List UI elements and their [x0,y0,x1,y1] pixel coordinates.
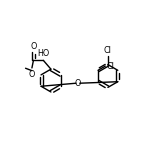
Text: O: O [75,79,81,88]
Text: O: O [29,70,35,79]
Text: HO: HO [38,49,50,58]
Text: O: O [30,42,37,51]
Text: Cl: Cl [104,46,112,55]
Text: Cl: Cl [106,62,114,71]
